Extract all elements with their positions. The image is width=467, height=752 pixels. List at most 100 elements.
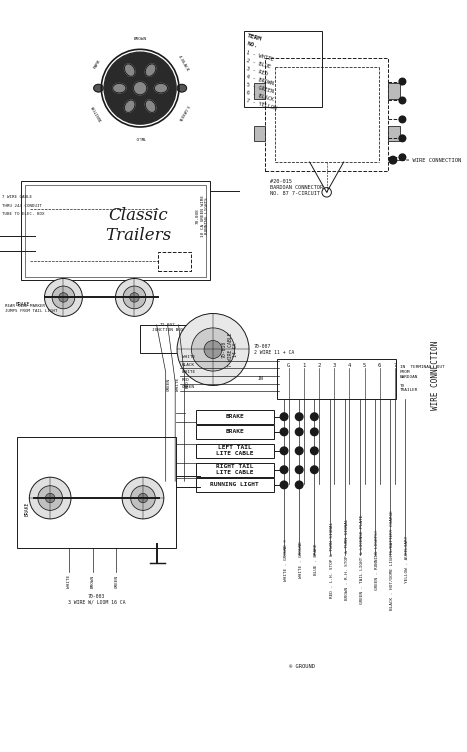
Circle shape [311, 447, 318, 455]
Bar [277, 359, 396, 399]
Circle shape [130, 293, 139, 302]
Circle shape [399, 135, 406, 141]
Text: BLACK: BLACK [182, 362, 195, 366]
Circle shape [399, 154, 406, 161]
Text: 3 - RED: 3 - RED [246, 66, 269, 77]
Circle shape [134, 81, 147, 95]
Text: ® GROUND: ® GROUND [289, 664, 315, 669]
Circle shape [29, 478, 71, 519]
Text: BLACK - HOT/DOME LIGHTS/BATTERY CHARGE: BLACK - HOT/DOME LIGHTS/BATTERY CHARGE [390, 510, 394, 610]
Ellipse shape [124, 100, 135, 112]
Text: IN: IN [257, 376, 263, 381]
Bar [158, 252, 191, 271]
Circle shape [389, 156, 397, 164]
Bar [254, 126, 265, 141]
Bar [265, 58, 388, 171]
Circle shape [44, 278, 82, 317]
Text: 7 - YELLOW: 7 - YELLOW [246, 99, 278, 111]
Circle shape [296, 428, 303, 435]
Circle shape [59, 293, 68, 302]
Text: 70-010
7 WIRE CABLE
14 CA: 70-010 7 WIRE CABLE 14 CA [222, 332, 238, 367]
Text: 4: 4 [348, 362, 351, 368]
Text: BROWN: BROWN [134, 37, 147, 41]
Circle shape [104, 52, 176, 124]
Text: 4 - BROWN: 4 - BROWN [246, 74, 275, 86]
Text: = WIRE CONNECTION: = WIRE CONNECTION [406, 158, 461, 162]
Circle shape [280, 466, 288, 474]
Text: REAR SIDE MARKER
JUMPS FROM TAIL LIGHT: REAR SIDE MARKER JUMPS FROM TAIL LIGHT [5, 304, 57, 313]
Text: WHITE: WHITE [67, 575, 71, 588]
FancyBboxPatch shape [196, 425, 274, 439]
Text: GREEN - TAIL LIGHT & LICENSE PLATE: GREEN - TAIL LIGHT & LICENSE PLATE [360, 515, 364, 605]
Text: GREEN: GREEN [167, 378, 170, 391]
Text: 2 - BLUE: 2 - BLUE [246, 59, 272, 70]
Circle shape [177, 314, 249, 386]
Text: 2: 2 [318, 362, 321, 368]
Circle shape [399, 97, 406, 104]
Bar [388, 83, 400, 99]
Text: IGNITOR: IGNITOR [91, 104, 104, 122]
FancyBboxPatch shape [196, 478, 274, 492]
Circle shape [131, 486, 156, 511]
Text: 1: 1 [302, 362, 305, 368]
Text: BLUE - BRAKE: BLUE - BRAKE [314, 544, 318, 575]
Text: NO.: NO. [246, 41, 258, 49]
Ellipse shape [124, 64, 135, 76]
Text: PARK: PARK [93, 58, 102, 69]
Text: 5 - GREEN: 5 - GREEN [246, 83, 275, 95]
Text: GREEN - RUNNING LIGHTS®: GREEN - RUNNING LIGHTS® [375, 529, 379, 590]
Text: 1 - WHITE: 1 - WHITE [246, 50, 275, 62]
Text: GREEN: GREEN [114, 575, 119, 588]
Circle shape [115, 278, 153, 317]
Text: RUNNING LIGHT: RUNNING LIGHT [211, 482, 259, 487]
Bar [21, 181, 210, 280]
Text: IN  TERMINAL  OUT
FROM
BARDOAN

TO
TRAILER: IN TERMINAL OUT FROM BARDOAN TO TRAILER [400, 365, 444, 393]
FancyBboxPatch shape [196, 462, 274, 477]
Circle shape [204, 341, 222, 359]
Text: G: G [287, 362, 290, 368]
Bar [17, 437, 176, 548]
Text: BROWN - R.H. STOP & TURN SIGNAL: BROWN - R.H. STOP & TURN SIGNAL [345, 519, 349, 600]
Text: WHITE - GROUND: WHITE - GROUND [299, 541, 303, 578]
Circle shape [280, 447, 288, 455]
Text: LEFT TAIL
LITE CABLE: LEFT TAIL LITE CABLE [216, 445, 254, 456]
Text: YELLOW - AUXILIARY: YELLOW - AUXILIARY [405, 536, 409, 584]
Circle shape [191, 328, 234, 371]
Text: WHITE: WHITE [182, 370, 195, 374]
Bar [388, 126, 400, 141]
Text: 70-008
10 CA GREEN WIRE
RUNNING LIGHTS: 70-008 10 CA GREEN WIRE RUNNING LIGHTS [196, 195, 209, 237]
Circle shape [399, 116, 406, 123]
Ellipse shape [145, 100, 156, 112]
Circle shape [311, 466, 318, 474]
Text: Classic
Trailers: Classic Trailers [105, 208, 171, 244]
Text: 70-007
2 WIRE 11 + CA: 70-007 2 WIRE 11 + CA [254, 344, 294, 355]
Text: 4-BLACK: 4-BLACK [177, 55, 189, 72]
Text: 72-007
JUNCTION BOX: 72-007 JUNCTION BOX [152, 323, 184, 332]
Text: 7 WIRE CABLE: 7 WIRE CABLE [2, 196, 32, 199]
Text: 7: 7 [393, 362, 396, 368]
Ellipse shape [94, 84, 103, 92]
FancyBboxPatch shape [196, 410, 274, 424]
Circle shape [122, 478, 164, 519]
Bar [254, 83, 265, 99]
Text: 3: 3 [333, 362, 336, 368]
Circle shape [296, 447, 303, 455]
Bar [25, 185, 206, 277]
Text: RIGHT TAIL
LITE CABLE: RIGHT TAIL LITE CABLE [216, 464, 254, 475]
Ellipse shape [177, 84, 186, 92]
Circle shape [296, 466, 303, 474]
Text: TUBE TO ELEC. BOX: TUBE TO ELEC. BOX [2, 212, 44, 216]
Ellipse shape [145, 64, 156, 76]
Ellipse shape [113, 83, 126, 93]
Circle shape [280, 413, 288, 420]
Ellipse shape [154, 83, 168, 93]
Text: WHITE: WHITE [176, 378, 180, 391]
Text: BROWN: BROWN [91, 575, 95, 588]
Text: 5: 5 [363, 362, 366, 368]
Text: BRAKE: BRAKE [16, 302, 30, 307]
Text: RED: RED [185, 381, 190, 389]
Circle shape [123, 286, 146, 309]
Bar [244, 32, 322, 107]
Text: WHITE: WHITE [182, 355, 195, 359]
Text: 6: 6 [378, 362, 382, 368]
